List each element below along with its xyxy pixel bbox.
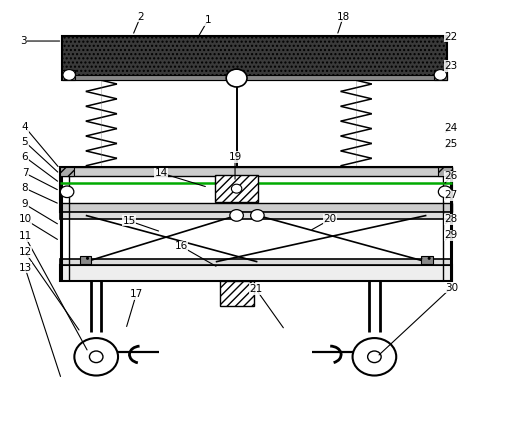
Circle shape <box>60 186 74 198</box>
Text: 12: 12 <box>18 247 32 257</box>
Bar <box>60 265 452 281</box>
Circle shape <box>353 338 396 376</box>
Bar <box>434 70 447 80</box>
Text: 19: 19 <box>228 152 242 162</box>
Text: 2: 2 <box>137 12 144 22</box>
Text: 17: 17 <box>129 289 143 299</box>
Text: 3: 3 <box>20 36 27 46</box>
Text: 5: 5 <box>22 137 28 147</box>
Bar <box>421 256 433 264</box>
Bar <box>60 212 452 219</box>
Text: 14: 14 <box>154 168 168 178</box>
Text: 18: 18 <box>336 12 350 22</box>
Circle shape <box>368 351 381 363</box>
Text: 30: 30 <box>445 283 458 293</box>
Text: 13: 13 <box>18 263 32 273</box>
Text: 6: 6 <box>22 152 28 162</box>
Text: 15: 15 <box>122 216 136 226</box>
Text: 21: 21 <box>249 284 263 294</box>
Bar <box>60 167 452 176</box>
Text: 22: 22 <box>445 32 458 41</box>
Text: 28: 28 <box>445 215 458 224</box>
Bar <box>80 256 91 264</box>
Text: 11: 11 <box>18 231 32 241</box>
Text: 1: 1 <box>205 15 211 25</box>
Text: 27: 27 <box>445 190 458 200</box>
Circle shape <box>89 351 103 363</box>
Text: 8: 8 <box>22 183 28 193</box>
Bar <box>62 36 447 80</box>
Text: 7: 7 <box>22 168 28 178</box>
Bar <box>438 167 452 176</box>
Bar <box>60 203 452 212</box>
Bar <box>60 167 452 212</box>
Circle shape <box>231 184 242 193</box>
Circle shape <box>251 210 264 221</box>
Bar <box>62 70 75 80</box>
Text: 25: 25 <box>445 139 458 149</box>
Circle shape <box>74 338 118 376</box>
Circle shape <box>226 69 247 87</box>
Circle shape <box>434 70 447 80</box>
Text: 26: 26 <box>445 171 458 181</box>
Text: 4: 4 <box>22 122 28 132</box>
Text: 29: 29 <box>445 231 458 240</box>
Circle shape <box>63 70 75 80</box>
Circle shape <box>438 186 452 198</box>
Text: 16: 16 <box>174 241 188 251</box>
Circle shape <box>230 210 243 221</box>
Bar <box>60 259 452 265</box>
Bar <box>62 75 447 80</box>
Text: 10: 10 <box>18 215 32 224</box>
Bar <box>220 281 254 306</box>
Bar <box>215 175 258 202</box>
Text: 9: 9 <box>22 199 28 209</box>
Bar <box>60 167 74 176</box>
Text: 23: 23 <box>445 61 458 71</box>
Text: 24: 24 <box>445 124 458 133</box>
Text: 20: 20 <box>323 215 337 224</box>
